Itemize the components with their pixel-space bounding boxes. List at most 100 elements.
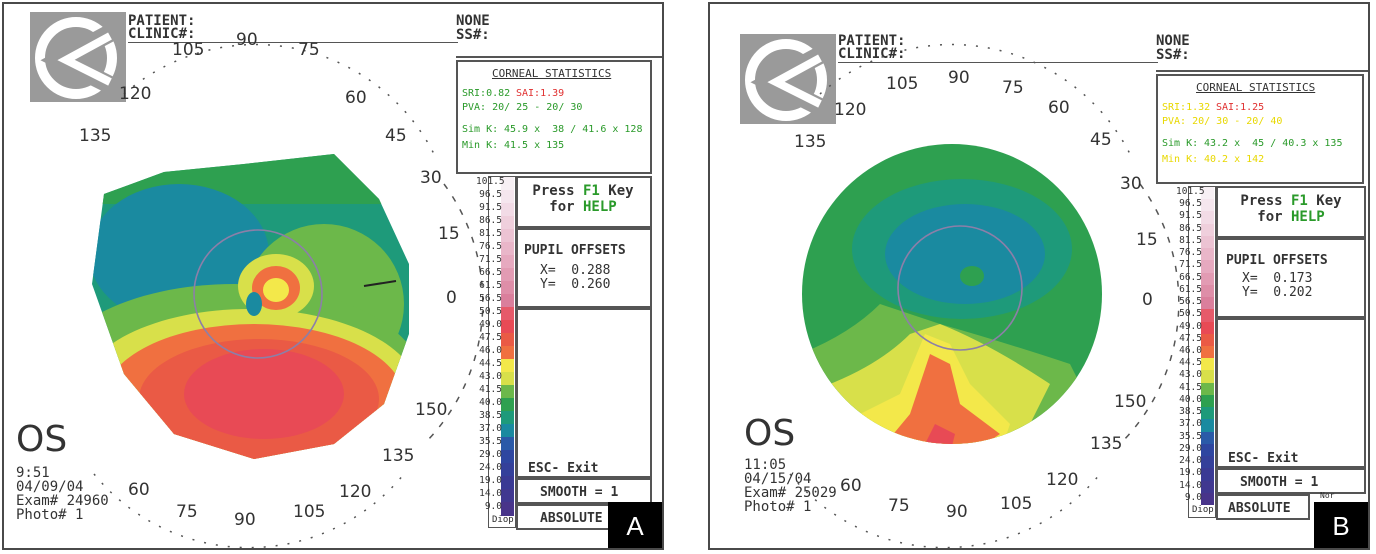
scale-label: 38.5: [479, 410, 502, 421]
scale-label: 101.5: [476, 176, 505, 187]
scale-label: 76.5: [1179, 247, 1202, 259]
scale-swatch: [501, 372, 514, 386]
options-area: ESC- Exit: [516, 308, 652, 478]
scale-swatch: [1201, 199, 1214, 212]
absolute-label: ABSOLUTE: [540, 511, 603, 526]
sai-value: SAI:1.39: [516, 88, 565, 99]
color-scale-b: [1188, 186, 1216, 518]
panel-label-a: A: [608, 502, 662, 548]
scale-label: 76.5: [479, 241, 502, 252]
degree-label: 90: [946, 502, 968, 522]
scale-swatch: [1201, 480, 1214, 494]
scale-label: 41.5: [479, 384, 502, 395]
scale-swatch: [501, 307, 514, 321]
scale-label: 14.0: [1179, 479, 1202, 491]
scale-swatch: [501, 320, 514, 334]
degree-label: 60: [128, 480, 150, 500]
none-label: NONE: [456, 13, 490, 29]
corneal-map-a: [92, 43, 484, 548]
scale-swatch: [501, 294, 514, 308]
scale-swatch: [501, 242, 514, 256]
scale-label: 19.0: [479, 475, 502, 486]
scale-swatch: [1201, 297, 1214, 310]
scale-label: 91.5: [479, 202, 502, 213]
scale-unit: Diop: [492, 515, 514, 525]
scale-label: 37.0: [479, 423, 502, 434]
pupil-offset-x: X= 0.173: [1242, 271, 1313, 286]
degree-label: 45: [385, 126, 407, 146]
scale-label: 9.0: [484, 501, 502, 512]
scale-swatch: [501, 359, 514, 373]
degree-label: 120: [834, 100, 867, 120]
sim-k-value: 45.9 x 38 / 41.6 x 128: [504, 124, 643, 135]
sim-k-value: 43.2 x 45 / 40.3 x 135: [1204, 138, 1343, 149]
scale-swatch: [501, 346, 514, 360]
help-line-1: Press F1 Key: [532, 183, 634, 199]
degree-label: 60: [1048, 98, 1070, 118]
scale-label: 35.5: [479, 436, 502, 447]
none-label: NONE: [1156, 33, 1190, 49]
scale-swatch: [1201, 333, 1214, 347]
scale-label: 81.5: [1179, 234, 1202, 246]
absolute-label: ABSOLUTE: [1228, 501, 1291, 516]
scale-label: 81.5: [479, 228, 502, 239]
scale-label: 43.0: [479, 371, 502, 382]
degree-label: 15: [1136, 230, 1158, 250]
scale-label: 49.0: [1179, 320, 1202, 332]
normalized-label: Nor: [1320, 491, 1335, 500]
scale-label: 66.5: [1179, 271, 1202, 283]
scale-label: 40.0: [1179, 393, 1202, 405]
scale-swatch: [1201, 321, 1214, 335]
degree-label: 75: [298, 40, 320, 60]
degree-label: 60: [345, 88, 367, 108]
scale-swatch: [1201, 284, 1214, 298]
header-divider: [1156, 70, 1368, 72]
degree-label: 105: [886, 74, 919, 94]
smooth-button[interactable]: SMOOTH = 1: [1216, 468, 1366, 494]
scale-swatch: [1201, 431, 1214, 445]
esc-exit-label[interactable]: ESC- Exit: [528, 461, 599, 476]
header-divider: [838, 62, 1158, 63]
degree-label: 90: [948, 68, 970, 88]
scale-swatch: [501, 476, 514, 490]
degree-label: 75: [888, 496, 910, 516]
absolute-button[interactable]: ABSOLUTE: [1216, 494, 1310, 520]
scale-swatch: [1201, 370, 1214, 384]
degree-label: 15: [438, 224, 460, 244]
scale-swatch: [501, 502, 514, 516]
scale-swatch: [1201, 358, 1214, 371]
ss-label: SS#:: [456, 27, 490, 43]
esc-exit-label[interactable]: ESC- Exit: [1228, 451, 1299, 466]
corneal-statistics-box: CORNEAL STATISTICS SRI:0.82 SAI:1.39 PVA…: [456, 60, 652, 174]
smooth-label: SMOOTH = 1: [540, 485, 619, 500]
scale-label: 91.5: [1179, 210, 1202, 222]
scale-label: 61.5: [479, 280, 502, 291]
degree-label: 120: [339, 482, 372, 502]
scale-swatch: [501, 255, 514, 269]
degree-label: 0: [446, 288, 457, 308]
scale-swatch: [501, 489, 514, 503]
smooth-button[interactable]: SMOOTH = 1: [516, 478, 652, 504]
help-box: Press F1 Key for HELP: [516, 176, 652, 228]
sri-value: SRI:0.82: [462, 88, 511, 99]
scale-swatch: [501, 229, 514, 243]
pva-value: PVA: 20/ 30 - 20/ 40: [1162, 116, 1283, 127]
scale-label: 86.5: [1179, 222, 1202, 234]
degree-label: 150: [1114, 392, 1147, 412]
scale-label: 47.5: [1179, 332, 1202, 344]
clinic-label: CLINIC#:: [838, 46, 906, 62]
degree-label: 45: [1090, 130, 1112, 150]
photo-number: Photo# 1: [744, 499, 812, 515]
sim-k-label: Sim K:: [1162, 138, 1199, 149]
scale-label: 37.0: [1179, 418, 1202, 430]
scale-label: 38.5: [1179, 406, 1202, 418]
scale-swatch: [501, 177, 514, 191]
scale-swatch: [1201, 394, 1214, 408]
scale-label: 47.5: [479, 332, 502, 343]
pupil-offset-x: X= 0.288: [540, 263, 611, 278]
corneal-statistics-title: CORNEAL STATISTICS: [492, 67, 612, 80]
pupil-offsets-title: PUPIL OFFSETS: [524, 243, 626, 258]
scale-label: 24.0: [479, 462, 502, 473]
scale-swatch: [1201, 248, 1214, 261]
pupil-offset-y: Y= 0.260: [540, 277, 611, 292]
